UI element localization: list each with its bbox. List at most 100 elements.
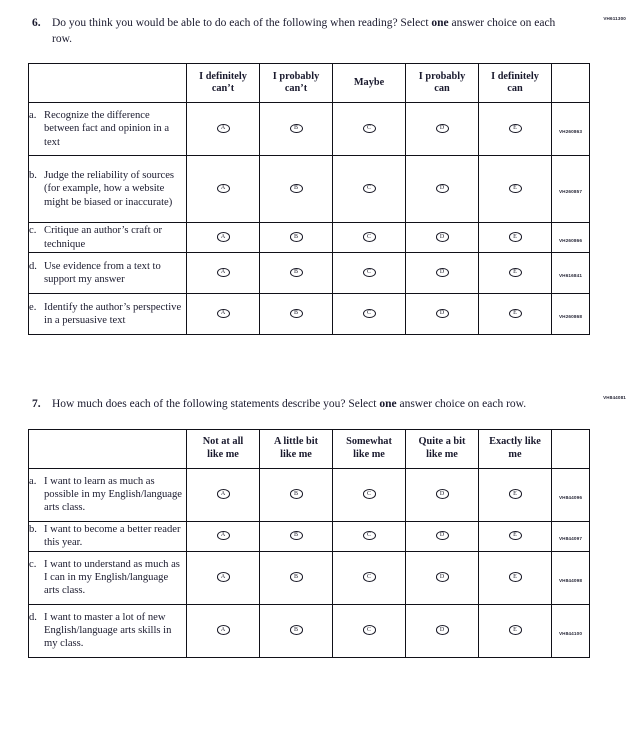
radio-option-4[interactable]: D xyxy=(405,520,479,552)
radio-option-2[interactable]: B xyxy=(259,155,333,223)
radio-option-1[interactable]: A xyxy=(186,222,260,253)
radio-bubble-c[interactable]: C xyxy=(362,183,376,193)
radio-bubble-d[interactable]: D xyxy=(435,308,449,318)
radio-option-2[interactable]: B xyxy=(259,603,333,658)
radio-option-4[interactable]: D xyxy=(405,293,479,335)
radio-bubble-b[interactable]: B xyxy=(289,625,303,635)
radio-bubble-e[interactable]: E xyxy=(508,489,522,499)
radio-bubble-c[interactable]: C xyxy=(362,232,376,242)
radio-bubble-e[interactable]: E xyxy=(508,267,522,277)
row-label: I want to understand as much as I can in… xyxy=(44,558,180,597)
radio-option-1[interactable]: A xyxy=(186,550,260,605)
radio-bubble-d[interactable]: D xyxy=(435,530,449,540)
radio-bubble-c[interactable]: C xyxy=(362,123,376,133)
radio-bubble-e[interactable]: E xyxy=(508,123,522,133)
radio-option-2[interactable]: B xyxy=(259,520,333,552)
radio-bubble-d[interactable]: D xyxy=(435,267,449,277)
radio-bubble-b[interactable]: B xyxy=(289,183,303,193)
radio-bubble-d[interactable]: D xyxy=(435,489,449,499)
radio-option-3[interactable]: C xyxy=(332,155,406,223)
row-letter: c. xyxy=(29,558,37,570)
radio-bubble-a[interactable]: A xyxy=(216,232,230,242)
radio-bubble-b[interactable]: B xyxy=(289,123,303,133)
radio-option-1[interactable]: A xyxy=(186,467,260,522)
radio-letter: E xyxy=(513,125,517,132)
radio-bubble-a[interactable]: A xyxy=(216,572,230,582)
radio-letter: A xyxy=(220,573,226,580)
radio-option-5[interactable]: E xyxy=(478,467,552,522)
radio-option-5[interactable]: E xyxy=(478,603,552,658)
radio-bubble-a[interactable]: A xyxy=(216,308,230,318)
radio-option-4[interactable]: D xyxy=(405,222,479,253)
radio-bubble-b[interactable]: B xyxy=(289,308,303,318)
radio-option-1[interactable]: A xyxy=(186,155,260,223)
radio-bubble-e[interactable]: E xyxy=(508,530,522,540)
radio-bubble-e[interactable]: E xyxy=(508,232,522,242)
radio-option-5[interactable]: E xyxy=(478,293,552,335)
radio-option-2[interactable]: B xyxy=(259,293,333,335)
radio-option-1[interactable]: A xyxy=(186,520,260,552)
radio-option-5[interactable]: E xyxy=(478,222,552,253)
radio-bubble-d[interactable]: D xyxy=(435,183,449,193)
radio-bubble-a[interactable]: A xyxy=(216,489,230,499)
radio-option-3[interactable]: C xyxy=(332,102,406,156)
radio-bubble-a[interactable]: A xyxy=(216,267,230,277)
radio-bubble-e[interactable]: E xyxy=(508,572,522,582)
radio-bubble-a[interactable]: A xyxy=(216,123,230,133)
radio-bubble-e[interactable]: E xyxy=(508,183,522,193)
radio-option-5[interactable]: E xyxy=(478,520,552,552)
radio-option-3[interactable]: C xyxy=(332,520,406,552)
radio-option-4[interactable]: D xyxy=(405,155,479,223)
radio-option-2[interactable]: B xyxy=(259,550,333,605)
radio-option-4[interactable]: D xyxy=(405,550,479,605)
radio-option-4[interactable]: D xyxy=(405,467,479,522)
radio-option-1[interactable]: A xyxy=(186,252,260,294)
radio-option-3[interactable]: C xyxy=(332,222,406,253)
radio-option-1[interactable]: A xyxy=(186,603,260,658)
radio-bubble-d[interactable]: D xyxy=(435,123,449,133)
radio-bubble-c[interactable]: C xyxy=(362,530,376,540)
radio-bubble-e[interactable]: E xyxy=(508,308,522,318)
table-row: d. I want to master a lot of new English… xyxy=(28,603,590,658)
radio-bubble-e[interactable]: E xyxy=(508,625,522,635)
radio-bubble-b[interactable]: B xyxy=(289,530,303,540)
radio-option-5[interactable]: E xyxy=(478,550,552,605)
radio-bubble-b[interactable]: B xyxy=(289,489,303,499)
radio-option-2[interactable]: B xyxy=(259,222,333,253)
radio-option-5[interactable]: E xyxy=(478,102,552,156)
radio-letter: B xyxy=(293,269,299,276)
radio-bubble-c[interactable]: C xyxy=(362,267,376,277)
row-letter: a. xyxy=(29,110,37,122)
radio-bubble-d[interactable]: D xyxy=(435,572,449,582)
radio-option-3[interactable]: C xyxy=(332,550,406,605)
radio-option-5[interactable]: E xyxy=(478,252,552,294)
response-matrix-6: I definitely can’t I probably can’t Mayb… xyxy=(28,63,590,335)
radio-bubble-d[interactable]: D xyxy=(435,232,449,242)
radio-option-2[interactable]: B xyxy=(259,252,333,294)
radio-option-1[interactable]: A xyxy=(186,102,260,156)
radio-option-4[interactable]: D xyxy=(405,102,479,156)
radio-option-5[interactable]: E xyxy=(478,155,552,223)
radio-bubble-a[interactable]: A xyxy=(216,625,230,635)
radio-option-4[interactable]: D xyxy=(405,252,479,294)
radio-bubble-a[interactable]: A xyxy=(216,183,230,193)
radio-option-2[interactable]: B xyxy=(259,467,333,522)
row-stem: c. I want to understand as much as I can… xyxy=(28,550,187,605)
radio-bubble-c[interactable]: C xyxy=(362,489,376,499)
radio-option-3[interactable]: C xyxy=(332,252,406,294)
radio-option-3[interactable]: C xyxy=(332,293,406,335)
column-header-option-3: Somewhat like me xyxy=(332,428,406,469)
radio-option-1[interactable]: A xyxy=(186,293,260,335)
radio-bubble-b[interactable]: B xyxy=(289,267,303,277)
radio-option-4[interactable]: D xyxy=(405,603,479,658)
radio-bubble-c[interactable]: C xyxy=(362,308,376,318)
radio-bubble-c[interactable]: C xyxy=(362,625,376,635)
radio-option-2[interactable]: B xyxy=(259,102,333,156)
radio-option-3[interactable]: C xyxy=(332,603,406,658)
radio-bubble-a[interactable]: A xyxy=(216,530,230,540)
radio-bubble-b[interactable]: B xyxy=(289,572,303,582)
radio-bubble-b[interactable]: B xyxy=(289,232,303,242)
radio-bubble-c[interactable]: C xyxy=(362,572,376,582)
radio-option-3[interactable]: C xyxy=(332,467,406,522)
radio-bubble-d[interactable]: D xyxy=(435,625,449,635)
